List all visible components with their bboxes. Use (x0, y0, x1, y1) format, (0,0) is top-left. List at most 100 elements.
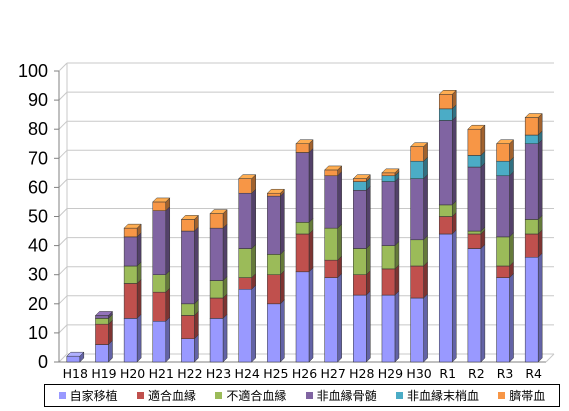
bar-segment (324, 165, 343, 177)
legend-label: 非血縁骨髄 (316, 389, 377, 403)
bar-top (438, 90, 457, 95)
bar-side (451, 115, 457, 206)
bar-front (95, 344, 109, 363)
bar-front (467, 233, 482, 249)
bar-segment (238, 243, 257, 279)
bar-side (451, 229, 457, 363)
bar-top (295, 139, 314, 144)
gridline-side (58, 120, 68, 130)
bar-top (209, 209, 228, 214)
bar-side (423, 174, 428, 241)
bar-segment (495, 232, 515, 267)
bar-front (381, 181, 396, 246)
bar-segment (238, 188, 257, 250)
legend-swatch (305, 392, 313, 399)
bar-front (267, 274, 281, 305)
bar-top (495, 139, 515, 144)
bar-segment (352, 243, 371, 276)
bar-front (324, 259, 338, 278)
gridline-side (58, 208, 68, 217)
bar-segment (409, 174, 429, 241)
legend-swatch (498, 392, 506, 399)
x-tick-label: H28 (349, 366, 374, 381)
bar-top (238, 174, 257, 179)
x-tick-label: H22 (177, 366, 202, 381)
bar-segment (495, 139, 515, 162)
bar-top (94, 311, 114, 316)
bar-front (410, 265, 424, 299)
legend-item: 臍帯血 (498, 387, 545, 404)
gridline-side (58, 62, 68, 72)
bar-front (181, 230, 195, 305)
bar-front (123, 283, 138, 319)
gridline-side (58, 295, 68, 305)
bar-side (337, 171, 342, 229)
bar-side (308, 147, 314, 223)
bar-segment (409, 293, 429, 363)
bar-segment (266, 299, 285, 363)
bar-side (366, 185, 371, 250)
bar-front (267, 303, 281, 363)
bar-top (152, 197, 171, 203)
bar-segment (381, 168, 400, 177)
legend-swatch (136, 392, 144, 399)
x-tick-label: H24 (235, 366, 260, 381)
bar-segment (409, 142, 429, 162)
gridline-side (58, 237, 68, 246)
bar-side (165, 316, 171, 363)
bar-segment (180, 226, 200, 305)
bar-front (381, 294, 396, 363)
bar-front (467, 166, 482, 232)
legend-item: 非血縁末梢血 (395, 387, 479, 404)
legend-label: 臍帯血 (509, 389, 546, 403)
bar-front (524, 256, 539, 363)
bar-top (66, 351, 85, 357)
bar-side (165, 206, 171, 276)
bar-front (467, 155, 482, 168)
legend-label: 不適合血縁 (226, 389, 287, 403)
floor-edge-side (545, 353, 555, 363)
bar-segment (324, 171, 343, 229)
bar-front (353, 248, 367, 275)
bar-top (381, 168, 400, 174)
bar-front (123, 318, 138, 363)
x-tick-label: R4 (525, 366, 542, 381)
bar-segment (381, 176, 400, 247)
y-tick-label: 60 (28, 177, 48, 197)
bar-segment (352, 290, 371, 363)
bar-front (123, 236, 138, 267)
bar-side (308, 267, 314, 363)
bar-segment (152, 197, 171, 212)
bar-top (352, 174, 371, 179)
bars (66, 89, 543, 363)
bar-segment (266, 188, 285, 197)
bar-side (136, 278, 142, 319)
gridline-side (58, 91, 68, 101)
gridline-side (58, 353, 68, 363)
bar-side (165, 287, 171, 322)
bar-segment (324, 223, 343, 261)
bar-segment (381, 264, 400, 296)
legend: 自家移植 適合血縁 不適合血縁 非血縁骨髄 非血縁末梢血 臍帯血 (44, 384, 560, 407)
bar-front (181, 303, 195, 316)
bar-segment (123, 232, 142, 267)
bar-front (438, 120, 453, 206)
bar-front (152, 274, 167, 293)
bar-front (152, 210, 167, 275)
bar-front (496, 160, 510, 177)
bar-side (394, 264, 400, 296)
bar-front (410, 146, 424, 162)
bar-front (209, 213, 224, 229)
bar-front (467, 248, 482, 363)
bar-segment (409, 235, 429, 267)
bar-front (438, 233, 453, 363)
bar-front (238, 277, 252, 290)
bar-front (353, 181, 367, 191)
bar-segment (123, 278, 142, 319)
bar-front (438, 94, 453, 110)
bar-side (394, 240, 400, 270)
bar-side (280, 191, 285, 255)
bar-top (409, 142, 429, 147)
y-axis: 0 10 20 30 40 50 60 70 80 90 100 (18, 61, 60, 372)
bar-front (496, 236, 510, 267)
